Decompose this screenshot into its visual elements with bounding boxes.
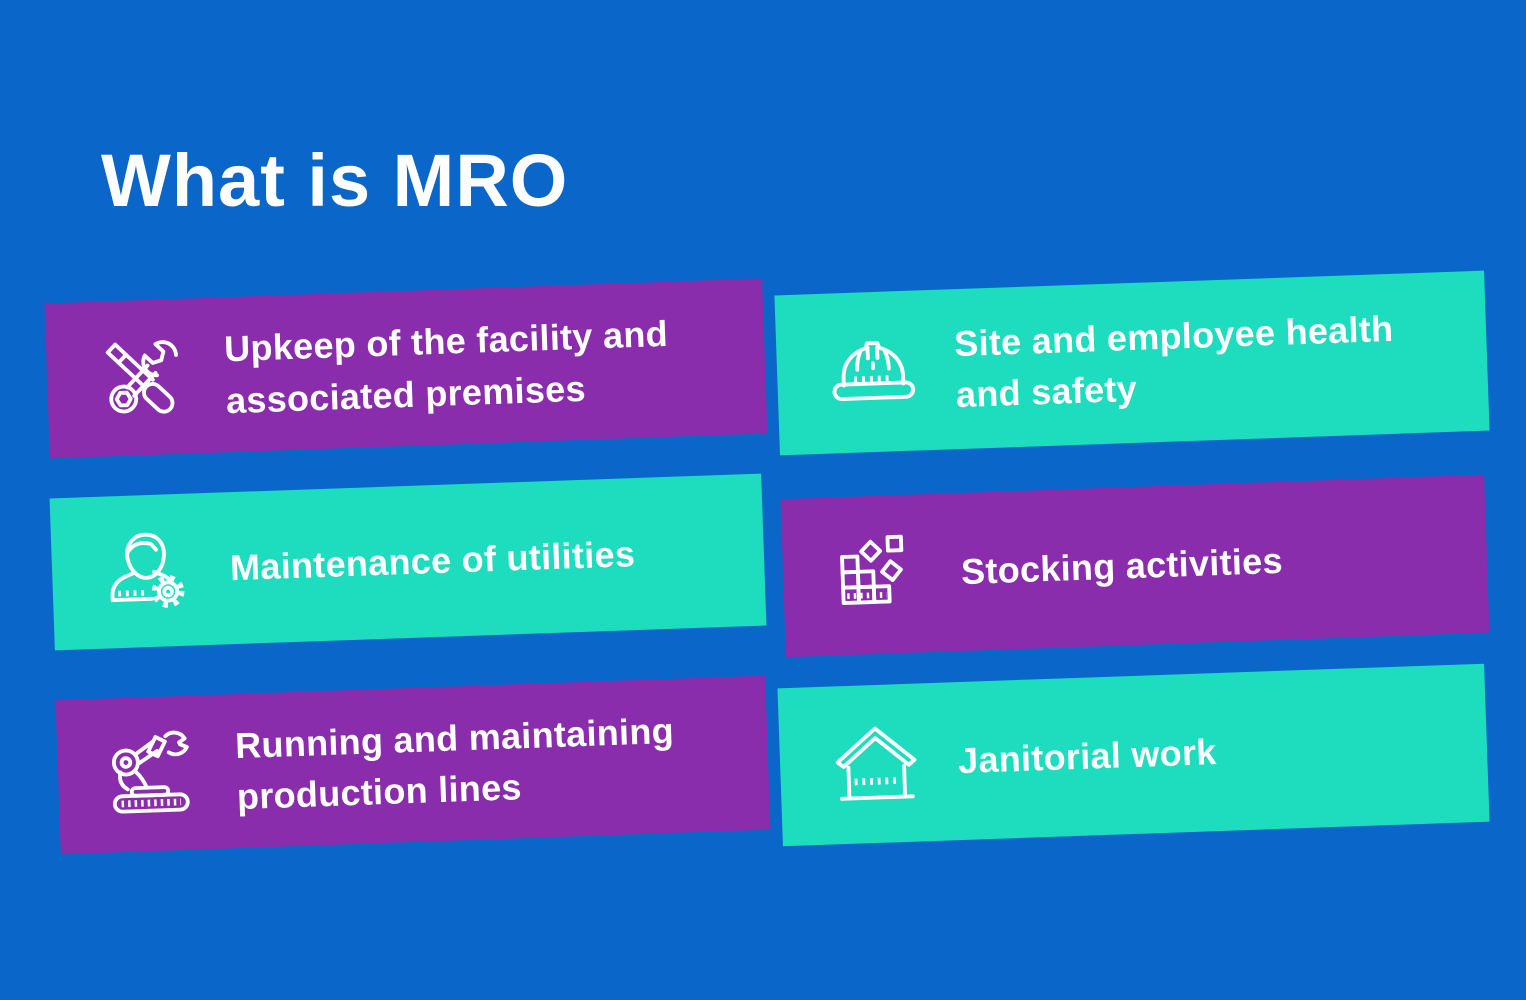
page-title: What is MRO (101, 138, 569, 222)
house-icon (827, 714, 926, 813)
card-health-safety: Site and employee health and safety (774, 270, 1490, 456)
card-label: Running and maintaining production lines (234, 709, 675, 818)
hard-hat-icon (824, 322, 923, 421)
stacked-boxes-icon (830, 525, 929, 624)
tools-icon (94, 328, 193, 427)
card-stocking: Stocking activities (780, 474, 1490, 658)
card-label: Site and employee health and safety (953, 307, 1394, 416)
card-label: Janitorial work (957, 731, 1218, 782)
worker-gear-icon (99, 521, 198, 620)
card-janitorial: Janitorial work (777, 663, 1490, 847)
card-label: Upkeep of the facility and associated pr… (223, 313, 669, 421)
card-production-lines: Running and maintaining production lines (55, 675, 771, 855)
card-label: Maintenance of utilities (229, 533, 636, 589)
card-utilities: Maintenance of utilities (49, 473, 767, 651)
card-upkeep: Upkeep of the facility and associated pr… (44, 278, 768, 459)
robot-arm-icon (105, 724, 204, 823)
card-label: Stocking activities (960, 540, 1284, 593)
